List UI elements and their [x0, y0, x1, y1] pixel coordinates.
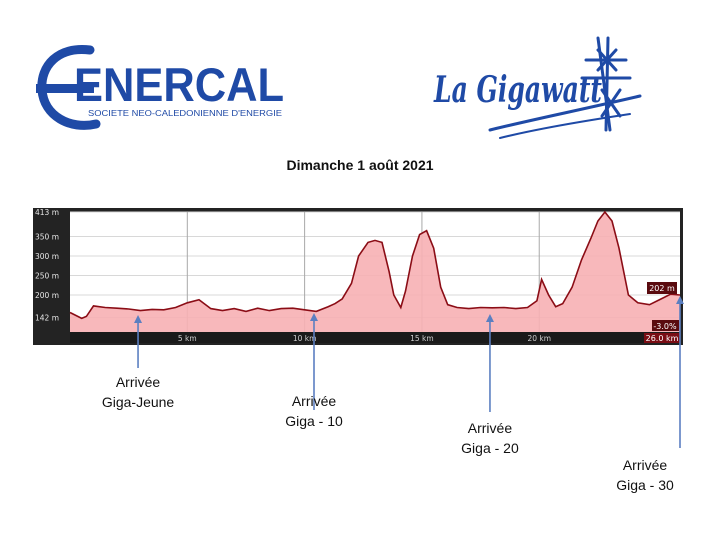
- finish-arrow-head: [676, 296, 684, 304]
- y-tick-label: 300 m: [35, 252, 59, 261]
- y-tick-label: 350 m: [35, 233, 59, 242]
- y-tick-label: 413 m: [35, 208, 59, 217]
- elevation-readout-box: [647, 282, 677, 294]
- chart-readouts: 202 m -3.0% 26.0 km: [644, 282, 680, 343]
- finish-annotation-line1: Arrivée: [291, 393, 337, 409]
- y-tick-label: 142 m: [35, 314, 59, 323]
- enercal-tagline: SOCIETE NEO-CALEDONIENNE D'ENERGIE: [88, 109, 283, 118]
- finish-annotation-line2: Giga - 20: [461, 440, 519, 456]
- y-tick-label: 200 m: [35, 291, 59, 300]
- finish-arrow-head: [310, 313, 318, 321]
- finish-annotation-line2: Giga-Jeune: [101, 394, 175, 410]
- elevation-area: [70, 212, 680, 332]
- finish-annotation: Arrivée Giga - 10: [244, 391, 384, 431]
- finish-arrow-head: [485, 314, 494, 322]
- x-tick-label: 15 km: [410, 334, 434, 343]
- power-pylon-icon: [580, 36, 632, 132]
- x-axis-band: [70, 332, 680, 343]
- finish-annotation-line2: Giga - 30: [616, 477, 674, 493]
- finish-annotation: Arrivée Giga - 30: [575, 455, 715, 495]
- x-tick-labels: 5 km 10 km 15 km 20 km: [178, 334, 551, 343]
- y-tick-label: 250 m: [35, 272, 59, 281]
- finish-annotation: Arrivée Giga-Jeune: [68, 372, 208, 412]
- elevation-readout: 202 m: [649, 284, 675, 293]
- finish-arrows: [134, 296, 684, 448]
- gigawatt-wordmark: La Gigawatt: [433, 69, 602, 111]
- finish-arrow-head: [134, 315, 143, 323]
- x-tick-label: 5 km: [178, 334, 197, 343]
- enercal-wordmark: ENERCAL: [74, 58, 284, 111]
- y-tick-labels: 142 m 200 m 250 m 300 m 350 m 413 m: [35, 208, 59, 323]
- gigawatt-swoosh: [488, 94, 642, 132]
- finish-annotation-line1: Arrivée: [467, 420, 513, 436]
- event-date: Dimanche 1 août 2021: [286, 157, 434, 173]
- grade-readout-box: [652, 320, 679, 331]
- finish-annotation: Arrivée Giga - 20: [420, 418, 560, 458]
- enercal-logo: ENERCAL SOCIETE NEO-CALEDONIENNE D'ENERG…: [36, 45, 284, 130]
- enercal-logo-bar: [36, 84, 94, 93]
- finish-annotation-line1: Arrivée: [115, 374, 161, 390]
- grade-readout: -3.0%: [653, 322, 677, 331]
- gigawatt-swoosh-2: [499, 113, 631, 139]
- x-tick-label: 10 km: [293, 334, 317, 343]
- elevation-line: [69, 210, 681, 320]
- distance-readout-box: [644, 333, 680, 343]
- finish-annotation-line1: Arrivée: [622, 457, 668, 473]
- x-tick-label: 20 km: [527, 334, 551, 343]
- distance-readout: 26.0 km: [646, 334, 679, 343]
- gigawatt-logo: La Gigawatt: [433, 36, 642, 139]
- finish-annotation-line2: Giga - 10: [285, 413, 343, 429]
